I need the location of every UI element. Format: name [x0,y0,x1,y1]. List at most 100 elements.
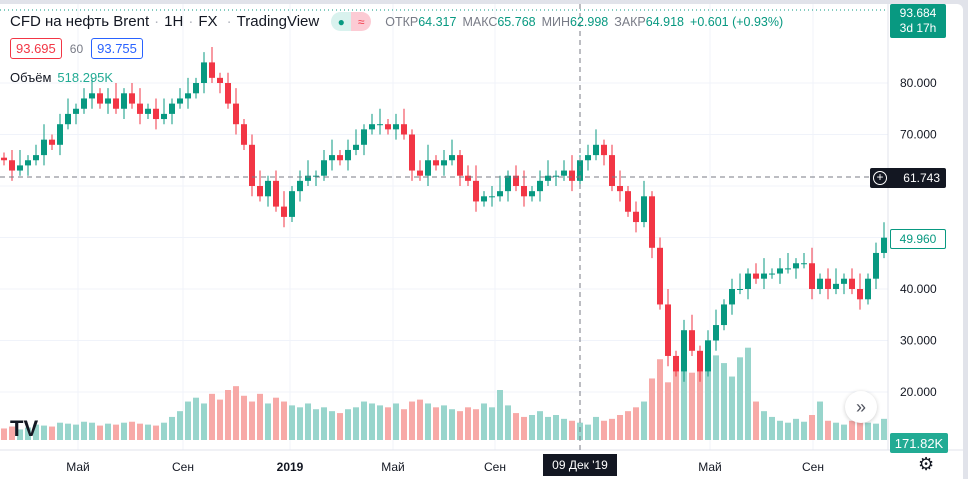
time-axis-label: Сен [802,460,824,474]
candle-body [129,93,135,104]
candle-body [17,165,23,171]
candle-body [585,155,591,161]
volume-bar [553,415,559,440]
time-axis-label: Сен [484,460,506,474]
volume-bar [529,415,535,440]
candle-body [569,170,575,181]
volume-bar [89,422,95,440]
candle-body [545,175,551,181]
candle-body [825,278,831,289]
sell-button[interactable]: 93.695 [10,38,62,59]
candlestick-chart[interactable]: 80.000 70.000 40.000 30.000 20.000 Май Сен 2019… [0,4,963,479]
volume-bar [185,401,191,440]
candle-body [865,278,871,300]
volume-bar [201,403,207,440]
candle-body [73,108,79,114]
volume-bar [9,426,15,440]
volume-bar [617,415,623,440]
volume-bar [665,382,671,440]
candle-body [417,170,423,176]
candle-body [225,83,231,104]
candle-body [201,62,207,83]
volume-bar [657,359,663,440]
volume-bar [345,409,351,440]
volume-bar [457,411,463,440]
candle-body [273,180,279,207]
volume-bar [25,427,31,440]
candle-body [289,191,295,217]
candle-body [521,186,527,197]
chart-legend: CFD на нефть Brent · 1H · FX · TradingView… [10,12,789,31]
candle-body [649,196,655,248]
candle-body [721,304,727,326]
candle-body [481,196,487,202]
volume-bar [257,393,263,440]
candle-body [25,160,31,166]
candle-body [353,144,359,150]
volume-bar [737,357,743,440]
candle-body [705,340,711,372]
candle-body [321,160,327,176]
market-status[interactable]: ● ≈ [331,12,372,31]
volume-bar [569,420,575,440]
candle-body [697,350,703,372]
time-axis-label: Май [698,460,722,474]
volume-bar [217,399,223,440]
crosshair-time-tag: 09 Дек '19 [543,454,617,476]
volume-bar [433,407,439,440]
chart-panel[interactable]: 80.000 70.000 40.000 30.000 20.000 Май Сен 2019… [0,4,963,479]
scroll-to-realtime-button[interactable]: » [845,391,877,423]
volume-bar [385,407,391,440]
candle-body [209,62,215,78]
volume-bar [401,409,407,440]
candle-body [657,247,663,305]
candle-body [793,263,799,269]
volume-bar [49,426,55,440]
volume-bar [209,393,215,440]
volume-bar [249,401,255,440]
candle-body [809,263,815,289]
candle-body [713,325,719,341]
volume-bar [825,420,831,440]
buy-button[interactable]: 93.755 [91,38,143,59]
candle-body [441,160,447,166]
candle-body [369,124,375,130]
candle-body [737,289,743,290]
settings-gear-icon[interactable]: ⚙ [918,454,935,474]
candle-body [513,175,519,186]
volume-bar [561,418,567,440]
ohlc-values: ОТКР64.317 МАКС65.768 МИН62.998 ЗАКР64.918 +… [385,14,784,29]
candle-body [617,186,623,192]
volume-bar [857,418,863,440]
volume-bar [105,423,111,440]
volume-bar [361,401,367,440]
volume-bar [41,425,47,440]
candle-body [385,124,391,130]
volume-bar [601,420,607,440]
candle-body [745,273,751,289]
candle-body [473,180,479,202]
volume-bar [441,405,447,440]
volume-bar [129,421,135,440]
volume-bar [849,420,855,440]
candle-body [217,77,223,83]
interval[interactable]: 1H [164,13,184,30]
candle-body [801,263,807,265]
candle-body [633,211,639,223]
volume-bar [641,401,647,440]
volume-bar [801,421,807,440]
candle-body [393,124,399,130]
spread: 60 [69,41,84,56]
add-alert-icon[interactable]: + [873,171,887,185]
candle-body [817,278,823,289]
candle-body [873,252,879,279]
volume-bar [609,418,615,440]
volume-bar [449,409,455,440]
candle-body [185,93,191,99]
volume-bar [297,407,303,440]
symbol-name[interactable]: CFD на нефть Brent [10,13,150,30]
candle-body [753,273,759,279]
tradingview-logo-icon[interactable]: TV [10,416,39,441]
volume-bar [761,411,767,440]
candle-body [105,98,111,104]
